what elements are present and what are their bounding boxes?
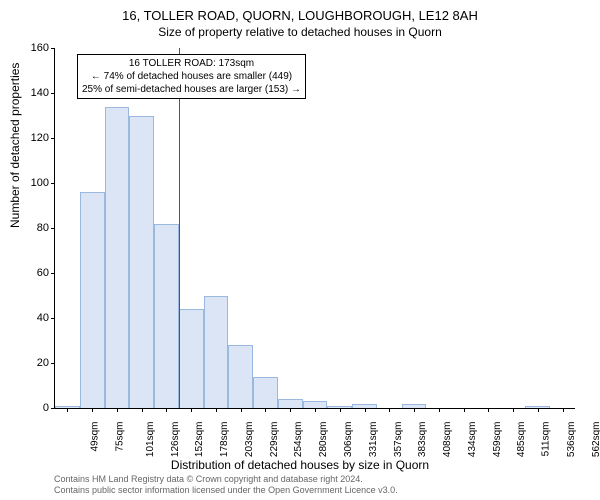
- x-tick-mark: [439, 408, 440, 412]
- x-tick-label: 152sqm: [195, 422, 206, 458]
- plot-area: 02040608010012014016049sqm75sqm101sqm126…: [54, 48, 575, 409]
- y-tick-mark: [51, 48, 55, 49]
- annotation-line2: ← 74% of detached houses are smaller (44…: [82, 70, 301, 83]
- chart-container: 16, TOLLER ROAD, QUORN, LOUGHBOROUGH, LE…: [0, 0, 600, 500]
- y-tick-label: 120: [21, 132, 49, 144]
- histogram-bar: [179, 309, 204, 408]
- x-tick-mark: [117, 408, 118, 412]
- x-tick-mark: [142, 408, 143, 412]
- y-tick-label: 0: [21, 402, 49, 414]
- y-tick-mark: [51, 138, 55, 139]
- x-tick-label: 485sqm: [516, 422, 527, 458]
- y-tick-label: 80: [21, 222, 49, 234]
- x-tick-label: 49sqm: [90, 422, 101, 452]
- x-tick-label: 203sqm: [244, 422, 255, 458]
- x-tick-mark: [365, 408, 366, 412]
- y-tick-mark: [51, 228, 55, 229]
- x-tick-mark: [414, 408, 415, 412]
- annotation-line1: 16 TOLLER ROAD: 173sqm: [82, 57, 301, 70]
- y-tick-label: 140: [21, 87, 49, 99]
- histogram-bar: [253, 377, 278, 409]
- annotation-box: 16 TOLLER ROAD: 173sqm ← 74% of detached…: [77, 54, 306, 99]
- x-tick-label: 331sqm: [368, 422, 379, 458]
- y-tick-mark: [51, 93, 55, 94]
- x-tick-label: 178sqm: [219, 422, 230, 458]
- y-axis-label: Number of detached properties: [8, 63, 22, 228]
- reference-line: [179, 48, 180, 408]
- y-tick-label: 20: [21, 357, 49, 369]
- footer: Contains HM Land Registry data © Crown c…: [54, 474, 398, 496]
- y-tick-mark: [51, 273, 55, 274]
- x-tick-label: 126sqm: [170, 422, 181, 458]
- annotation-line3: 25% of semi-detached houses are larger (…: [82, 83, 301, 96]
- x-tick-mark: [340, 408, 341, 412]
- x-tick-label: 254sqm: [294, 422, 305, 458]
- histogram-bar: [105, 107, 130, 409]
- x-tick-label: 383sqm: [417, 422, 428, 458]
- y-tick-mark: [51, 318, 55, 319]
- x-tick-mark: [67, 408, 68, 412]
- histogram-bar: [303, 401, 328, 408]
- x-tick-label: 101sqm: [145, 422, 156, 458]
- x-tick-mark: [191, 408, 192, 412]
- x-tick-label: 408sqm: [442, 422, 453, 458]
- x-tick-mark: [265, 408, 266, 412]
- x-axis-label: Distribution of detached houses by size …: [0, 458, 600, 472]
- histogram-bar: [80, 192, 105, 408]
- y-tick-mark: [51, 408, 55, 409]
- x-tick-label: 562sqm: [591, 422, 600, 458]
- histogram-bar: [204, 296, 229, 409]
- chart-title-main: 16, TOLLER ROAD, QUORN, LOUGHBOROUGH, LE…: [0, 0, 600, 23]
- x-tick-mark: [216, 408, 217, 412]
- histogram-bar: [278, 399, 303, 408]
- x-tick-label: 229sqm: [269, 422, 280, 458]
- x-tick-label: 459sqm: [492, 422, 503, 458]
- x-tick-label: 75sqm: [115, 422, 126, 452]
- x-tick-label: 357sqm: [393, 422, 404, 458]
- x-tick-mark: [166, 408, 167, 412]
- x-tick-label: 306sqm: [343, 422, 354, 458]
- x-tick-label: 536sqm: [566, 422, 577, 458]
- x-tick-mark: [563, 408, 564, 412]
- x-tick-label: 280sqm: [318, 422, 329, 458]
- footer-line2: Contains public sector information licen…: [54, 485, 398, 496]
- x-tick-mark: [464, 408, 465, 412]
- histogram-bar: [154, 224, 179, 409]
- y-tick-mark: [51, 183, 55, 184]
- histogram-bar: [228, 345, 253, 408]
- x-tick-mark: [92, 408, 93, 412]
- x-tick-mark: [488, 408, 489, 412]
- chart-title-sub: Size of property relative to detached ho…: [0, 23, 600, 39]
- x-tick-mark: [290, 408, 291, 412]
- y-tick-label: 40: [21, 312, 49, 324]
- y-tick-label: 60: [21, 267, 49, 279]
- x-tick-mark: [513, 408, 514, 412]
- y-tick-mark: [51, 363, 55, 364]
- x-tick-mark: [389, 408, 390, 412]
- x-tick-label: 511sqm: [540, 422, 551, 457]
- x-tick-mark: [315, 408, 316, 412]
- histogram-bar: [129, 116, 154, 409]
- y-tick-label: 160: [21, 42, 49, 54]
- x-tick-label: 434sqm: [467, 422, 478, 458]
- y-tick-label: 100: [21, 177, 49, 189]
- x-tick-mark: [538, 408, 539, 412]
- x-tick-mark: [241, 408, 242, 412]
- footer-line1: Contains HM Land Registry data © Crown c…: [54, 474, 398, 485]
